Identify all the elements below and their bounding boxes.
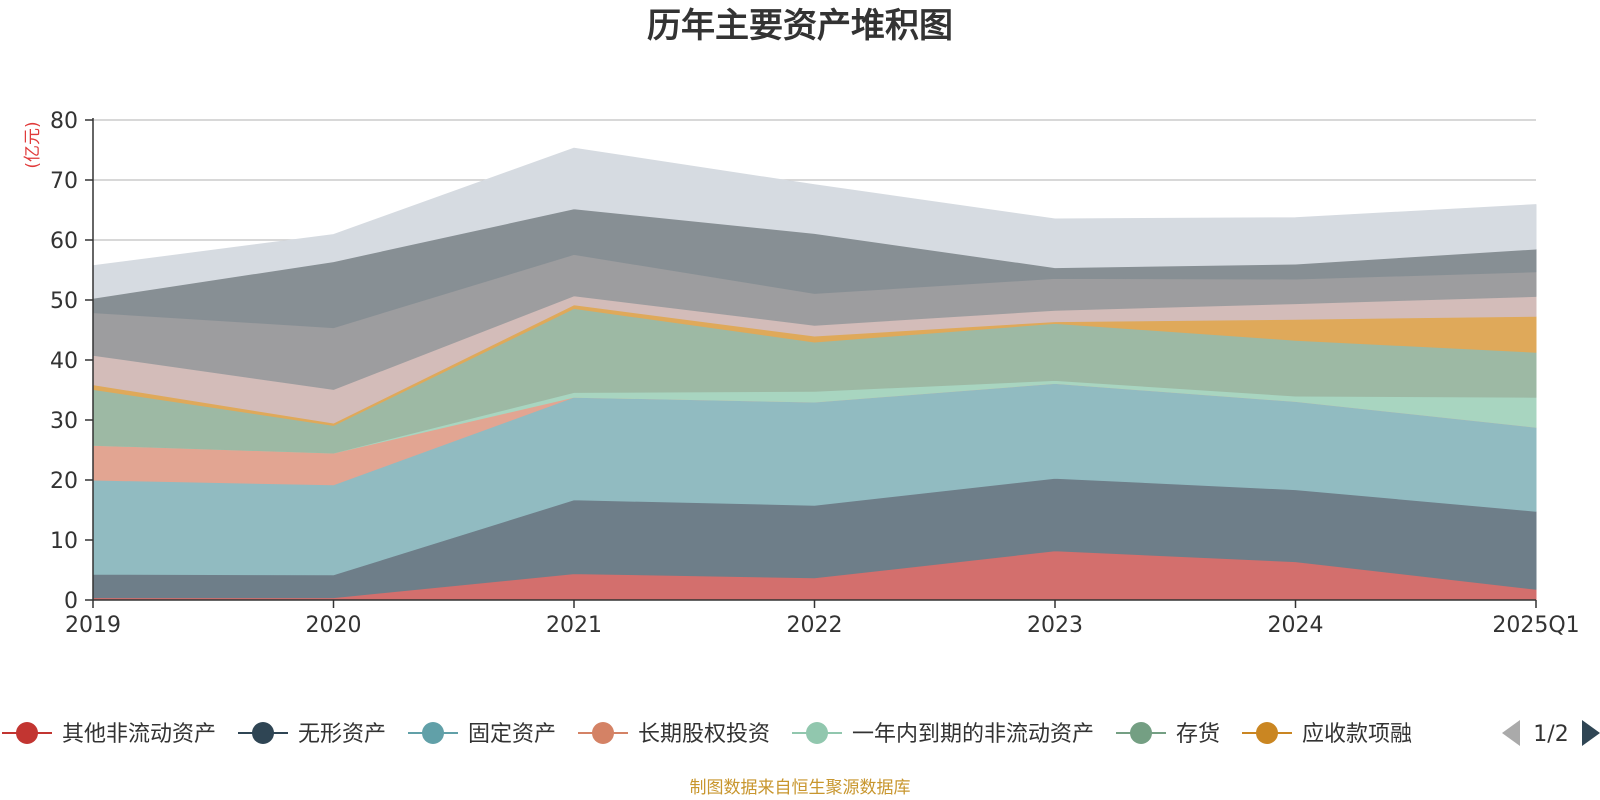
legend-item-4[interactable]: 一年内到期的非流动资产 [792,722,1094,747]
y-tick-label: 60 [50,229,78,254]
y-tick-label: 50 [50,289,78,314]
legend-next-page-icon[interactable] [1582,720,1600,746]
y-axis-ticks: 0 10 20 30 40 50 60 70 80 [50,109,93,614]
area-series-10[interactable] [92,147,1537,299]
legend: 其他非流动资产 无形资产 固定资产 长期股权投资 一年内到期的非流动资产 存货 应收款项融 [2,722,1412,747]
legend-circle-icon [1130,722,1152,744]
x-tick-label-2023: 2023 [1027,613,1083,638]
y-tick-label: 10 [50,529,78,554]
y-tick-label: 30 [50,409,78,434]
legend-prev-page-icon[interactable] [1502,720,1520,746]
x-tick-label-2021: 2021 [546,613,602,638]
legend-label: 一年内到期的非流动资产 [852,722,1094,747]
x-tick-label-2020: 2020 [306,613,362,638]
y-tick-label: 80 [50,109,78,134]
legend-circle-icon [252,722,274,744]
legend-item-3[interactable]: 长期股权投资 [578,722,770,747]
x-axis-ticks: 2019 2020 2021 2022 2023 2024 2025Q1 [65,600,1580,638]
legend-circle-icon [1256,722,1278,744]
legend-label: 应收款项融 [1302,722,1412,747]
legend-label: 长期股权投资 [638,722,770,747]
legend-pager: 1/2 [1502,720,1600,747]
legend-item-6[interactable]: 应收款项融 [1242,722,1412,747]
y-tick-label: 70 [50,169,78,194]
y-tick-label: 20 [50,469,78,494]
legend-item-2[interactable]: 固定资产 [408,722,556,747]
y-axis-unit-label: (亿元) [23,121,43,168]
y-tick-label: 40 [50,349,78,374]
legend-label: 无形资产 [298,722,386,747]
chart-title: 历年主要资产堆积图 [647,6,953,46]
legend-label: 其他非流动资产 [62,722,216,747]
x-tick-label-2024: 2024 [1268,613,1324,638]
x-tick-label-2019: 2019 [65,613,121,638]
legend-circle-icon [16,722,38,744]
y-tick-label: 0 [64,589,78,614]
legend-item-0[interactable]: 其他非流动资产 [2,722,216,747]
area-series-group[interactable] [92,147,1537,601]
legend-item-1[interactable]: 无形资产 [238,722,386,747]
legend-circle-icon [806,722,828,744]
legend-circle-icon [592,722,614,744]
legend-label: 固定资产 [468,722,556,747]
legend-page-indicator: 1/2 [1533,722,1568,747]
legend-item-5[interactable]: 存货 [1116,722,1220,747]
x-tick-label-2022: 2022 [787,613,843,638]
x-tick-label-2025Q1: 2025Q1 [1492,613,1579,638]
data-source-note: 制图数据来自恒生聚源数据库 [690,778,911,798]
legend-circle-icon [422,722,444,744]
legend-label: 存货 [1176,722,1220,747]
